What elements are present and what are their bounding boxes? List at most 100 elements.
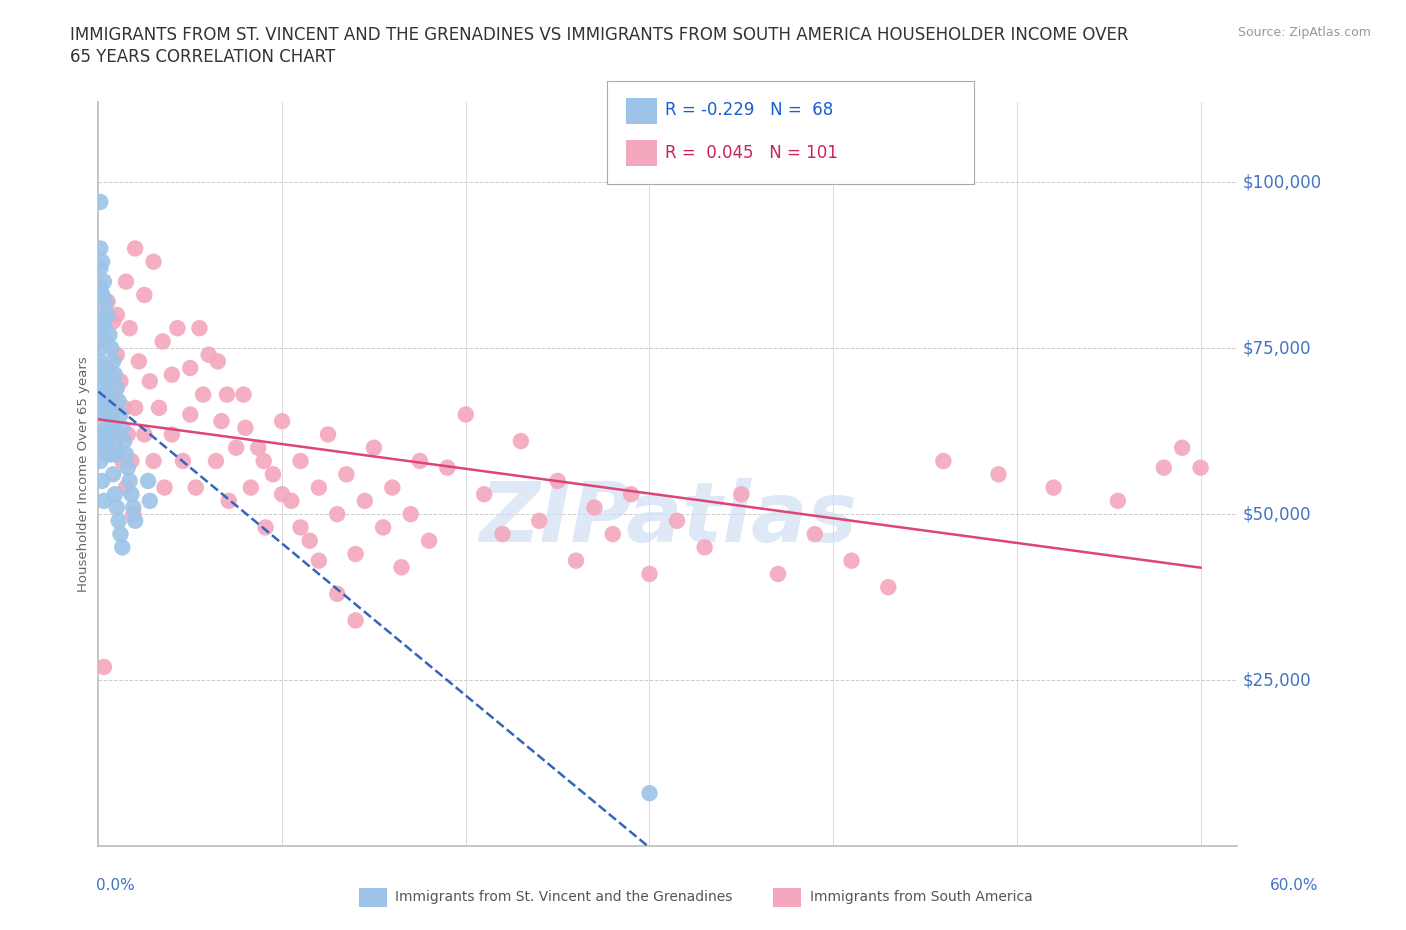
Point — [122, 507, 145, 522]
Point — [290, 454, 312, 469]
Point — [93, 494, 115, 509]
Text: Source: ZipAtlas.com: Source: ZipAtlas.com — [1237, 26, 1371, 39]
Point — [436, 460, 458, 475]
Point — [115, 447, 138, 462]
Point — [454, 407, 477, 422]
Point — [1171, 440, 1194, 455]
Point — [620, 486, 643, 501]
Point — [100, 447, 122, 462]
Point — [89, 281, 111, 296]
Text: Immigrants from St. Vincent and the Grenadines: Immigrants from St. Vincent and the Gren… — [395, 890, 733, 905]
Text: IMMIGRANTS FROM ST. VINCENT AND THE GRENADINES VS IMMIGRANTS FROM SOUTH AMERICA : IMMIGRANTS FROM ST. VINCENT AND THE GREN… — [70, 26, 1129, 44]
Point — [94, 334, 117, 349]
Point — [509, 433, 531, 448]
Point — [344, 547, 367, 562]
Point — [804, 526, 827, 541]
Point — [353, 494, 375, 509]
Point — [932, 454, 955, 469]
Point — [107, 513, 129, 528]
Text: R =  0.045   N = 101: R = 0.045 N = 101 — [665, 144, 838, 163]
Point — [118, 473, 141, 488]
Point — [371, 520, 394, 535]
Point — [112, 433, 135, 448]
Point — [253, 454, 276, 469]
Point — [326, 587, 349, 602]
Point — [91, 308, 114, 323]
Point — [124, 401, 146, 416]
Point — [91, 427, 114, 442]
Point — [409, 454, 432, 469]
Point — [148, 401, 170, 416]
Point — [565, 553, 588, 568]
Text: $25,000: $25,000 — [1243, 671, 1312, 689]
Point — [139, 494, 162, 509]
Point — [110, 407, 132, 422]
Point — [105, 447, 128, 462]
Y-axis label: Householder Income Over 65 years: Householder Income Over 65 years — [77, 356, 90, 592]
Point — [91, 473, 114, 488]
Point — [105, 500, 128, 515]
Point — [547, 473, 569, 488]
Point — [97, 374, 120, 389]
Point — [335, 467, 357, 482]
Point — [112, 401, 135, 416]
Point — [207, 354, 229, 369]
Point — [693, 540, 716, 555]
Point — [136, 473, 159, 488]
Point — [205, 454, 228, 469]
Point — [93, 393, 115, 408]
Point — [262, 467, 284, 482]
Point — [89, 401, 111, 416]
Point — [93, 314, 115, 329]
Point — [326, 507, 349, 522]
Point — [179, 361, 201, 376]
Point — [239, 480, 262, 495]
Point — [418, 533, 440, 548]
Point — [98, 367, 121, 382]
Point — [472, 486, 495, 501]
Point — [105, 347, 128, 362]
Point — [97, 294, 120, 309]
Point — [344, 613, 367, 628]
Point — [93, 334, 115, 349]
Point — [89, 340, 111, 355]
Point — [583, 500, 606, 515]
Point — [94, 361, 117, 376]
Point — [93, 321, 115, 336]
Point — [179, 407, 201, 422]
Point — [766, 566, 789, 581]
Point — [1042, 480, 1064, 495]
Point — [197, 347, 219, 362]
Point — [254, 520, 277, 535]
Point — [93, 659, 115, 674]
Text: Immigrants from South America: Immigrants from South America — [810, 890, 1032, 905]
Text: $50,000: $50,000 — [1243, 505, 1312, 524]
Point — [100, 340, 122, 355]
Text: 0.0%: 0.0% — [96, 878, 135, 893]
Point — [91, 287, 114, 302]
Point — [104, 367, 127, 382]
Point — [211, 414, 233, 429]
Point — [89, 261, 111, 276]
Point — [730, 486, 752, 501]
Point — [399, 507, 422, 522]
Point — [247, 440, 270, 455]
Point — [139, 374, 162, 389]
Point — [124, 241, 146, 256]
Point — [110, 374, 132, 389]
Point — [98, 393, 121, 408]
Point — [225, 440, 247, 455]
Point — [1153, 460, 1175, 475]
Text: $75,000: $75,000 — [1243, 339, 1312, 357]
Point — [638, 566, 661, 581]
Point — [111, 540, 134, 555]
Point — [107, 393, 129, 408]
Point — [111, 420, 134, 435]
Point — [91, 254, 114, 269]
Point — [188, 321, 211, 336]
Point — [232, 387, 254, 402]
Text: R = -0.229   N =  68: R = -0.229 N = 68 — [665, 100, 834, 119]
Point — [97, 407, 120, 422]
Point — [94, 427, 117, 442]
Point — [107, 427, 129, 442]
